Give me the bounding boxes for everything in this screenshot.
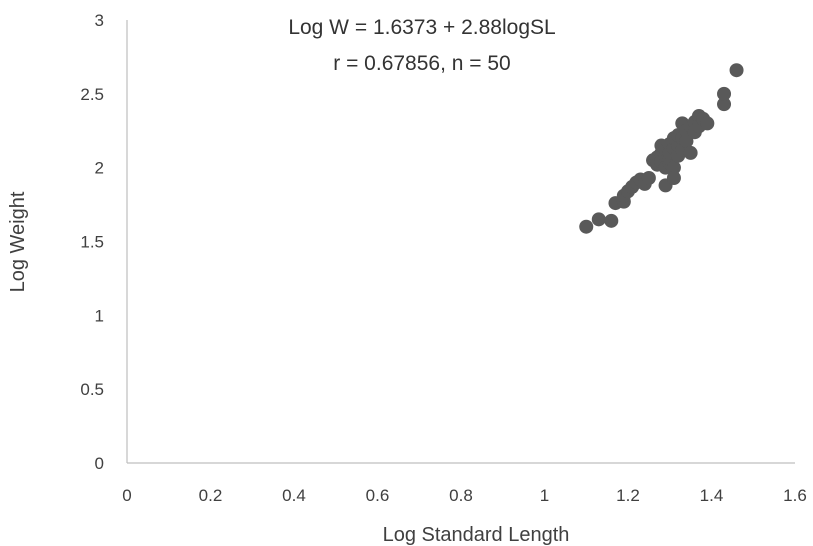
y-tick-label: 0 <box>95 454 104 473</box>
y-axis-title-group: Log Weight <box>7 191 29 292</box>
regression-equation: Log W = 1.6373 + 2.88logSL <box>288 16 555 39</box>
x-tick-labels: 0 0.2 0.4 0.6 0.8 1 1.2 1.4 1.6 <box>122 486 807 505</box>
x-tick-label: 1.4 <box>700 486 724 505</box>
data-point <box>591 212 606 227</box>
y-tick-label: 2.5 <box>80 85 104 104</box>
data-point <box>666 171 681 186</box>
data-point <box>579 219 594 234</box>
data-point <box>679 134 694 149</box>
y-tick-labels: 0 0.5 1 1.5 2 2.5 3 <box>80 11 104 473</box>
axes <box>126 20 795 464</box>
y-tick-label: 3 <box>95 11 104 30</box>
x-axis-title: Log Standard Length <box>383 524 570 546</box>
y-axis-title: Log Weight <box>7 191 29 292</box>
y-tick-label: 0.5 <box>80 380 104 399</box>
x-tick-label: 0 <box>122 486 131 505</box>
data-point <box>717 86 732 101</box>
data-point <box>604 213 619 228</box>
data-point <box>683 145 698 160</box>
y-tick-label: 1 <box>95 306 104 325</box>
x-tick-label: 0.4 <box>282 486 306 505</box>
x-tick-label: 0.8 <box>449 486 473 505</box>
x-tick-label: 0.2 <box>199 486 223 505</box>
correlation-stats: r = 0.67856, n = 50 <box>333 52 510 75</box>
y-tick-label: 2 <box>95 159 104 178</box>
y-tick-label: 1.5 <box>80 233 104 252</box>
data-point <box>666 160 681 175</box>
data-point <box>700 116 715 131</box>
x-tick-label: 1.2 <box>616 486 640 505</box>
x-tick-label: 1.6 <box>783 486 807 505</box>
x-tick-label: 1 <box>540 486 549 505</box>
data-point <box>641 171 656 186</box>
data-point <box>729 63 744 78</box>
x-tick-label: 0.6 <box>366 486 390 505</box>
data-point <box>717 97 732 112</box>
data-points <box>579 63 744 234</box>
